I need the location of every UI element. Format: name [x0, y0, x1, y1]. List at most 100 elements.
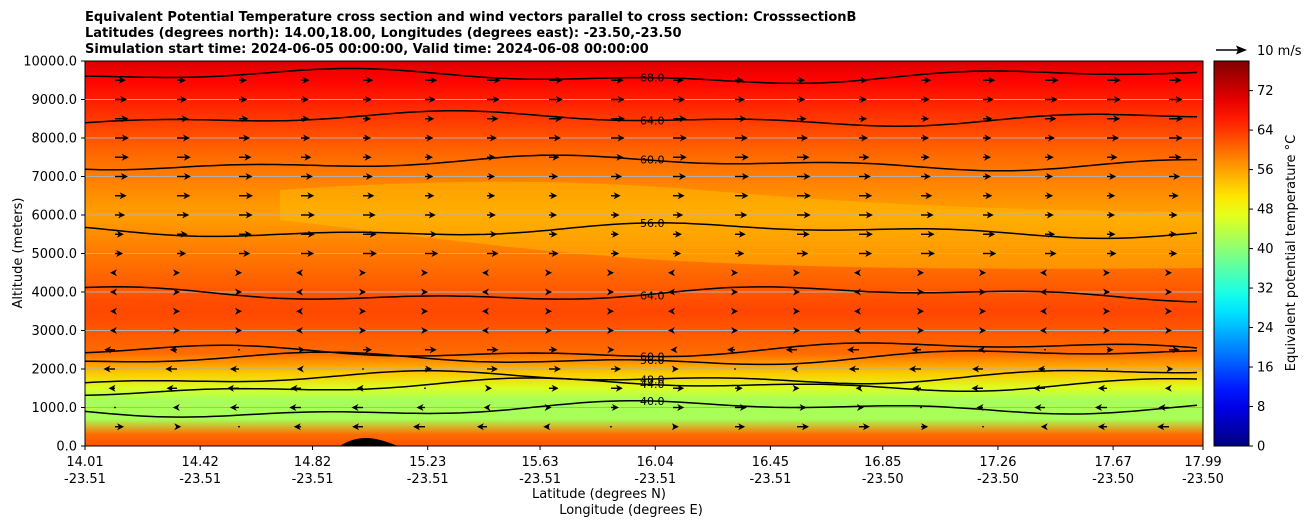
- wind-vector-head: [103, 365, 111, 373]
- wind-vector-head: [617, 115, 625, 123]
- wind-vector-head: [304, 153, 312, 161]
- wind-vector-head: [1109, 173, 1117, 180]
- wind-vector-head: [298, 346, 306, 354]
- wind-vector-head: [120, 173, 128, 180]
- wind-vector-head: [426, 134, 434, 142]
- y-tick-label: 10000.0: [23, 55, 77, 70]
- wind-vector-head: [1040, 307, 1047, 315]
- wind-vector-head: [985, 115, 993, 123]
- wind-vector-head: [1158, 404, 1166, 411]
- wind-vector-head: [364, 115, 372, 123]
- wind-vector-head: [1049, 115, 1057, 123]
- wind-vector-head: [240, 96, 248, 103]
- wind-vector-head: [425, 365, 433, 373]
- wind-vector-head: [679, 134, 687, 142]
- wind-vector-head: [1046, 211, 1054, 219]
- x-tick-label-latitude: 16.04: [637, 455, 674, 470]
- wind-vector-head: [1040, 327, 1047, 334]
- wind-vector-head: [1112, 134, 1120, 142]
- wind-vector-head: [229, 404, 237, 411]
- wind-vector-head: [989, 250, 997, 257]
- wind-vector-head: [296, 288, 303, 296]
- wind-vector-head: [491, 250, 499, 257]
- x-axis: 14.01 -23.51 14.42 -23.51 14.82 -23.51 15.23 -2…: [64, 446, 1224, 487]
- x-tick-label-longitude: -23.51: [407, 472, 449, 487]
- wind-vector-head: [352, 423, 360, 431]
- wind-vector-head: [912, 384, 920, 392]
- wind-vector-head: [1048, 230, 1056, 238]
- colorbar-tick-label: 48: [1257, 203, 1274, 218]
- wind-vector-head: [553, 365, 561, 373]
- wind-vector-head: [854, 307, 861, 315]
- wind-vector-head: [359, 307, 366, 315]
- wind-vector-head: [611, 404, 619, 411]
- colorbar: 0 8 16 24 32 40 48 56 64 72 Equivalent potential …: [1213, 60, 1299, 455]
- wind-vector-head: [1175, 115, 1183, 123]
- wind-vector-head: [359, 327, 366, 334]
- chart-title-line-3: Simulation start time: 2024-06-05 00:00:…: [85, 42, 649, 57]
- wind-vector-head: [738, 96, 746, 103]
- wind-vector-head: [369, 230, 377, 238]
- wind-vector-head: [926, 211, 934, 219]
- wind-vector-head: [235, 269, 242, 277]
- wind-vector: [238, 425, 240, 428]
- x-tick-label-latitude: 17.99: [1184, 455, 1221, 470]
- wind-vector-head: [482, 288, 489, 296]
- wind-vector-head: [1049, 250, 1057, 257]
- wind-vector-head: [289, 404, 297, 411]
- wind-vector-head: [679, 153, 687, 161]
- x-tick-label-latitude: 16.45: [752, 455, 789, 470]
- wind-vector-head: [793, 288, 800, 296]
- x-tick-label-longitude: -23.50: [977, 472, 1019, 487]
- wind-vector-head: [731, 307, 738, 315]
- contour-label: 40.0: [640, 395, 665, 408]
- wind-vector-head: [1034, 404, 1042, 411]
- colorbar-tick-label: 32: [1257, 282, 1274, 297]
- wind-vector-head: [792, 384, 800, 392]
- x-tick-label-longitude: -23.50: [862, 472, 904, 487]
- x-tick-label-latitude: 16.85: [864, 455, 901, 470]
- wind-vector: [1044, 348, 1046, 351]
- wind-vector-head: [668, 288, 675, 296]
- wind-vector-head: [1113, 96, 1121, 103]
- wind-vector-head: [731, 327, 738, 334]
- wind-vector-head: [1103, 327, 1110, 334]
- contour-line: [85, 400, 1198, 418]
- colorbar-tick-label: 56: [1257, 163, 1274, 178]
- wind-vector-head: [351, 404, 359, 411]
- wind-vector-head: [1165, 269, 1172, 277]
- wind-vector-head: [1040, 423, 1048, 431]
- wind-vector-head: [359, 269, 366, 277]
- quiver-key-label: 10 m/s: [1257, 44, 1302, 59]
- wind-vector-head: [679, 115, 687, 123]
- y-tick-label: 2000.0: [32, 363, 78, 378]
- wind-vector-head: [984, 173, 992, 180]
- colorbar-label: Equivalent potential temperature °C: [1284, 135, 1299, 371]
- wind-vector-head: [183, 173, 191, 180]
- contour-label: 60.0: [640, 153, 665, 166]
- wind-vector-head: [421, 307, 428, 315]
- wind-vector-head: [1106, 346, 1114, 354]
- wind-vector-head: [979, 307, 986, 315]
- wind-vector: [610, 425, 612, 428]
- wind-vector-head: [429, 346, 437, 354]
- x-tick-label-longitude: -23.51: [179, 472, 221, 487]
- wind-vector-head: [676, 211, 684, 219]
- wind-vector-head: [552, 153, 560, 161]
- wind-vector-head: [367, 192, 375, 200]
- wind-vector-head: [173, 269, 180, 277]
- wind-vector-head: [854, 327, 861, 334]
- colorbar-tick-label: 24: [1257, 321, 1274, 336]
- wind-vector-head: [428, 96, 436, 103]
- colorbar-tick-label: 72: [1257, 84, 1274, 99]
- wind-vector-head: [293, 423, 301, 431]
- wind-vector-head: [235, 307, 242, 315]
- wind-vector-head: [1173, 173, 1181, 180]
- wind-vector-head: [183, 192, 191, 200]
- wind-vector-head: [668, 327, 675, 334]
- wind-vector-head: [118, 76, 126, 84]
- wind-vector-head: [1097, 423, 1105, 431]
- wind-vector-head: [555, 96, 563, 103]
- contour-lines: 40.044.048.056.060.064.056.060.064.068.0: [85, 67, 1198, 418]
- x-axis-label-longitude: Longitude (degrees E): [559, 503, 703, 518]
